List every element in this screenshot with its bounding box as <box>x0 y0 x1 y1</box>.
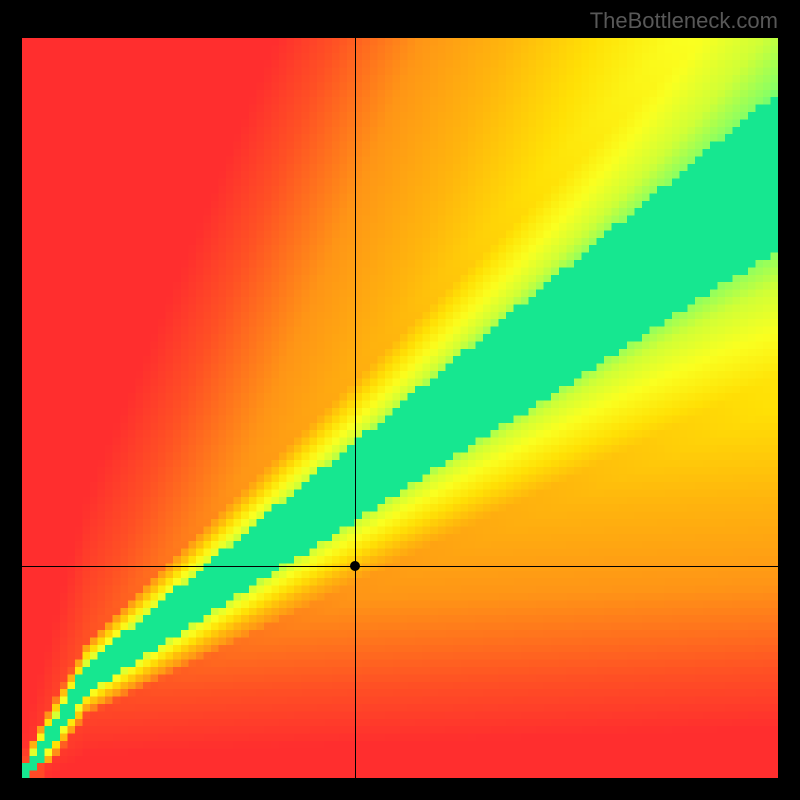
crosshair-vertical <box>355 38 356 778</box>
watermark-text: TheBottleneck.com <box>590 8 778 34</box>
heatmap-canvas <box>22 38 778 778</box>
heatmap-plot-area <box>22 38 778 778</box>
crosshair-horizontal <box>22 566 778 567</box>
marker-dot <box>350 561 360 571</box>
